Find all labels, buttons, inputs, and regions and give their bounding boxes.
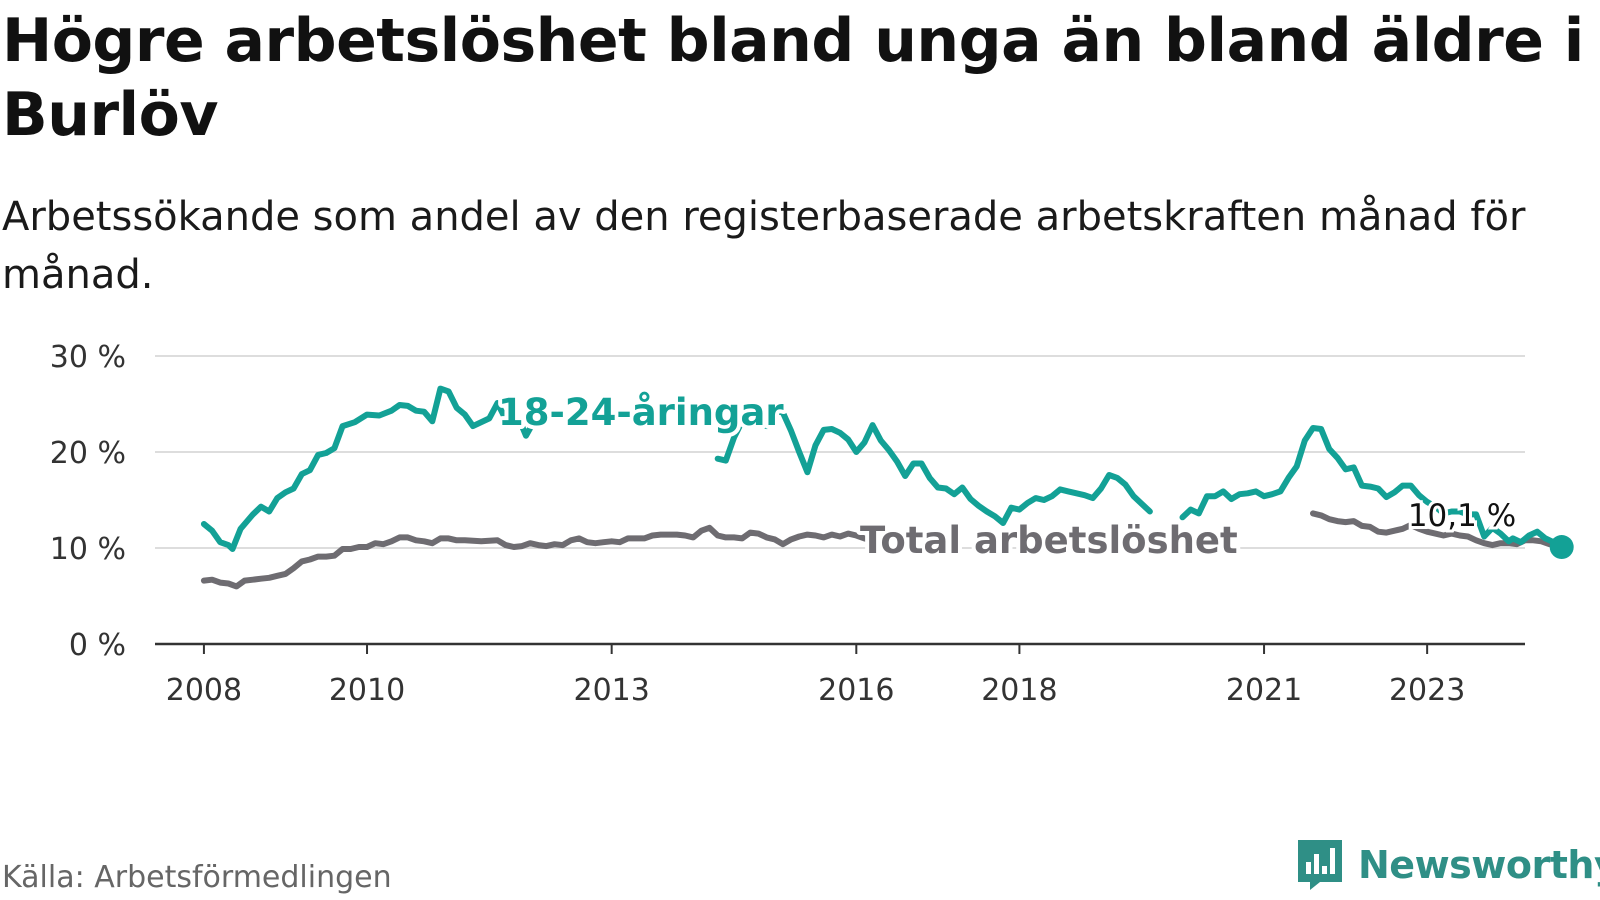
series-line-youth xyxy=(200,385,542,552)
series-label-total: Total arbetslöshet xyxy=(860,519,1238,562)
chart-title: Högre arbetslöshet bland unga än bland ä… xyxy=(2,6,1584,150)
series-labels: 18-24-åringar Total arbetslöshet 10,1 % xyxy=(494,387,1519,566)
y-tick-label: 0 % xyxy=(69,628,126,663)
x-tick-label: 2016 xyxy=(818,673,894,708)
grid-lines xyxy=(155,355,1525,549)
end-point-marker xyxy=(1549,535,1574,560)
x-tick-label: 2013 xyxy=(573,673,649,708)
x-tick-label: 2008 xyxy=(166,673,242,708)
source-note: Källa: Arbetsförmedlingen xyxy=(2,860,392,895)
x-tick-label: 2010 xyxy=(329,673,405,708)
x-tick-label: 2021 xyxy=(1226,673,1302,708)
newsworthy-logo[interactable]: Newsworthy xyxy=(1296,838,1600,892)
series-lines xyxy=(200,385,1574,590)
bar-chart-speech-icon xyxy=(1298,840,1342,890)
series-line-youth xyxy=(714,407,1153,526)
brand-name: Newsworthy xyxy=(1358,843,1600,887)
y-tick-label: 20 % xyxy=(50,436,126,471)
series-line-total xyxy=(200,524,917,590)
end-value-label: 10,1 % xyxy=(1408,498,1516,534)
y-axis-ticks: 0 % 10 % 20 % 30 % xyxy=(50,340,126,663)
chart-subtitle: Arbetssökande som andel av den registerb… xyxy=(2,194,1526,298)
series-line-youth xyxy=(1179,425,1565,550)
x-tick-label: 2018 xyxy=(981,673,1057,708)
x-axis: 2008 2010 2013 2016 2018 2021 2023 xyxy=(155,642,1525,708)
series-label-youth: 18-24-åringar xyxy=(498,391,784,434)
x-tick-label: 2023 xyxy=(1389,673,1465,708)
y-tick-label: 10 % xyxy=(50,532,126,567)
y-tick-label: 30 % xyxy=(50,340,126,375)
